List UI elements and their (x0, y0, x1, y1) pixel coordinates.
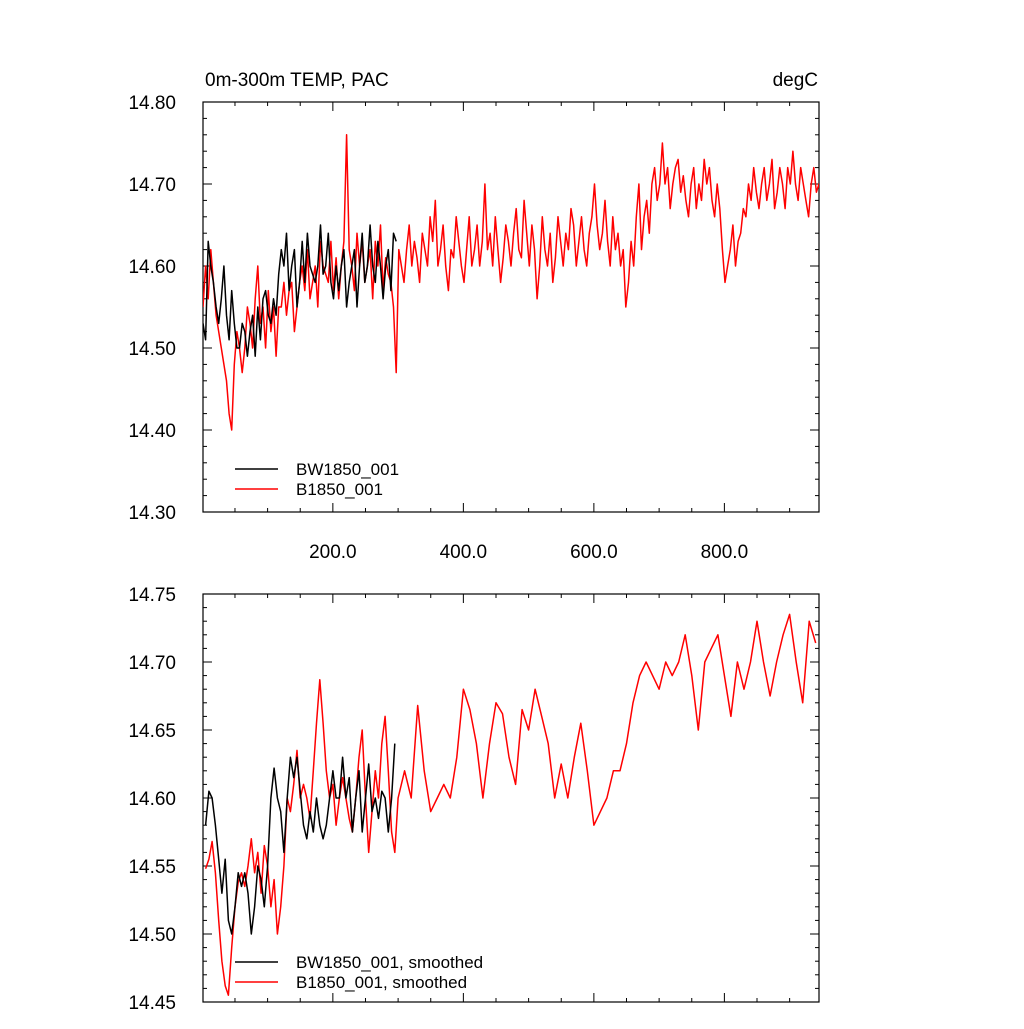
y-tick-label: 14.65 (128, 721, 176, 742)
y-tick-label: 14.30 (128, 503, 176, 524)
y-tick-label: 14.70 (128, 175, 176, 196)
y-tick-label: 14.40 (128, 421, 176, 442)
legend-label: BW1850_001 (296, 460, 399, 479)
series-line-b1850-001 (203, 134, 819, 431)
y-tick-label: 14.70 (128, 653, 176, 674)
series-line-bw1850-001-smoothed (204, 743, 396, 935)
x-tick-label: 200.0 (309, 542, 357, 563)
y-tick-label: 14.50 (128, 339, 176, 360)
y-tick-label: 14.60 (128, 257, 176, 278)
y-tick-label: 14.55 (128, 857, 176, 878)
y-tick-label: 14.80 (128, 93, 176, 114)
x-tick-label: 400.0 (440, 542, 488, 563)
units-label: degC (773, 70, 818, 91)
y-tick-label: 14.60 (128, 789, 176, 810)
legend-label: BW1850_001, smoothed (296, 953, 483, 972)
y-tick-label: 14.75 (128, 585, 176, 606)
series-line-b1850-001-smoothed (204, 613, 817, 996)
series-line-bw1850-001 (203, 224, 397, 357)
tick-marks (203, 593, 819, 1003)
x-tick-label: 800.0 (701, 542, 749, 563)
panel-2: 14.45 14.50 14.55 14.60 14.65 14.70 14.75 BW185… (128, 585, 820, 1014)
y-tick-label: 14.45 (128, 993, 176, 1014)
y-tick-label: 14.50 (128, 925, 176, 946)
tick-marks (203, 101, 819, 513)
legend-label: B1850_001, smoothed (296, 973, 467, 992)
chart-title: 0m-300m TEMP, PAC (205, 70, 389, 91)
x-tick-label: 600.0 (570, 542, 618, 563)
legend-label: B1850_001 (296, 480, 383, 499)
panel-1: 14.30 14.40 14.50 14.60 14.70 14.80 200.0 400.0… (128, 70, 820, 563)
